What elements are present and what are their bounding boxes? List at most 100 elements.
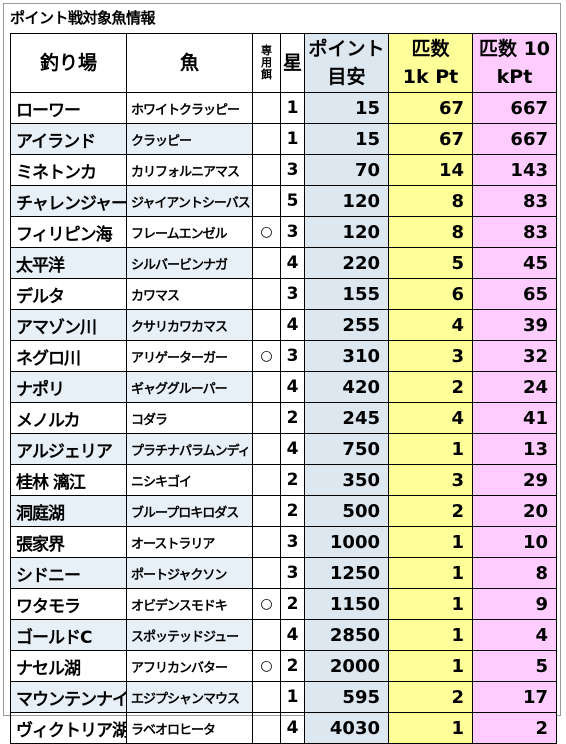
table-row: ナセル湖 アフリカンバター ○ 2 2000 1 5	[10, 650, 557, 682]
cell-count-1k: 6	[388, 278, 473, 310]
cell-count-10k: 8	[472, 557, 557, 589]
cell-fish: ニシキゴイ	[126, 464, 253, 496]
cell-fish: アフリカンバター	[126, 650, 253, 682]
cell-bait	[252, 154, 281, 186]
cell-count-10k: 143	[472, 154, 557, 186]
table-row: 太平洋 シルバービンナガ 4 220 5 45	[10, 247, 557, 279]
cell-fish: プラチナパラムンディ	[126, 433, 253, 465]
header-count-1k-label: 匹数 1k Pt	[402, 38, 459, 88]
header-count-1k: 匹数 1k Pt	[388, 33, 473, 93]
cell-bait	[252, 681, 281, 713]
cell-bait	[252, 495, 281, 527]
cell-point: 120	[304, 185, 389, 217]
cell-fish: ホワイトクラッピー	[126, 92, 253, 124]
cell-fish: アリゲーターガー	[126, 340, 253, 372]
cell-spot: 洞庭湖	[10, 495, 127, 527]
cell-point: 1250	[304, 557, 389, 589]
cell-fish: スポッテッドジュー	[126, 619, 253, 651]
cell-point: 500	[304, 495, 389, 527]
cell-count-10k: 17	[472, 681, 557, 713]
cell-count-1k: 14	[388, 154, 473, 186]
cell-point: 2000	[304, 650, 389, 682]
cell-bait	[252, 464, 281, 496]
cell-star: 2	[280, 402, 305, 434]
cell-count-10k: 45	[472, 247, 557, 279]
cell-bait: ○	[252, 650, 281, 682]
header-count-10k: 匹数 10 kPt	[472, 33, 557, 93]
table-row: 張家界 オーストラリア 3 1000 1 10	[10, 526, 557, 558]
table-row: ワタモラ オビデンスモドキ ○ 2 1150 1 9	[10, 588, 557, 620]
cell-count-10k: 4	[472, 619, 557, 651]
cell-spot: メノルカ	[10, 402, 127, 434]
cell-point: 310	[304, 340, 389, 372]
cell-count-1k: 8	[388, 185, 473, 217]
table-row: ミネトンカ カリフォルニアマス 3 70 14 143	[10, 154, 557, 186]
cell-point: 220	[304, 247, 389, 279]
table-row: シドニー ポートジャクソン 3 1250 1 8	[10, 557, 557, 589]
cell-count-10k: 5	[472, 650, 557, 682]
cell-star: 2	[280, 650, 305, 682]
cell-bait	[252, 557, 281, 589]
cell-star: 1	[280, 92, 305, 124]
cell-star: 5	[280, 185, 305, 217]
cell-star: 3	[280, 278, 305, 310]
table-row: メノルカ コダラ 2 245 4 41	[10, 402, 557, 434]
cell-bait	[252, 123, 281, 155]
cell-point: 245	[304, 402, 389, 434]
cell-spot: フィリピン海	[10, 216, 127, 248]
cell-star: 2	[280, 588, 305, 620]
cell-spot: ゴールドC	[10, 619, 127, 651]
cell-spot: 太平洋	[10, 247, 127, 279]
cell-fish: シルバービンナガ	[126, 247, 253, 279]
cell-count-1k: 2	[388, 681, 473, 713]
cell-bait	[252, 92, 281, 124]
cell-fish: コダラ	[126, 402, 253, 434]
header-bait: 専用餌	[252, 33, 281, 93]
cell-star: 4	[280, 712, 305, 744]
cell-count-1k: 2	[388, 495, 473, 527]
table-row: ローワー ホワイトクラッピー 1 15 67 667	[10, 92, 557, 124]
table-row: アマゾン川 クサリカワカマス 4 255 4 39	[10, 309, 557, 341]
cell-spot: ネグロ川	[10, 340, 127, 372]
cell-bait	[252, 247, 281, 279]
cell-fish: オビデンスモドキ	[126, 588, 253, 620]
cell-fish: オーストラリア	[126, 526, 253, 558]
cell-spot: アルジェリア	[10, 433, 127, 465]
table-row: 桂林 漓江 ニシキゴイ 2 350 3 29	[10, 464, 557, 496]
cell-point: 155	[304, 278, 389, 310]
cell-bait	[252, 185, 281, 217]
cell-fish: ギャググルーパー	[126, 371, 253, 403]
cell-bait	[252, 619, 281, 651]
cell-count-10k: 9	[472, 588, 557, 620]
table-row: チャレンジャー ジャイアントシーバス 5 120 8 83	[10, 185, 557, 217]
cell-point: 420	[304, 371, 389, 403]
cell-bait	[252, 526, 281, 558]
header-point-label: ポイント目安	[308, 38, 385, 88]
cell-point: 1150	[304, 588, 389, 620]
cell-star: 4	[280, 309, 305, 341]
cell-count-1k: 1	[388, 712, 473, 744]
cell-count-10k: 39	[472, 309, 557, 341]
cell-count-1k: 1	[388, 650, 473, 682]
cell-star: 4	[280, 247, 305, 279]
table-row: ネグロ川 アリゲーターガー ○ 3 310 3 32	[10, 340, 557, 372]
cell-star: 1	[280, 681, 305, 713]
cell-spot: ナポリ	[10, 371, 127, 403]
header-point: ポイント目安	[304, 33, 389, 93]
cell-fish: ポートジャクソン	[126, 557, 253, 589]
header-spot: 釣り場	[10, 33, 127, 93]
cell-spot: 張家界	[10, 526, 127, 558]
cell-count-1k: 5	[388, 247, 473, 279]
table-row: ゴールドC スポッテッドジュー 4 2850 1 4	[10, 619, 557, 651]
cell-bait: ○	[252, 588, 281, 620]
cell-count-10k: 667	[472, 92, 557, 124]
header-fish: 魚	[126, 33, 253, 93]
cell-point: 595	[304, 681, 389, 713]
cell-point: 120	[304, 216, 389, 248]
cell-spot: ワタモラ	[10, 588, 127, 620]
cell-star: 1	[280, 123, 305, 155]
cell-spot: シドニー	[10, 557, 127, 589]
header-bait-label: 専用餌	[261, 44, 272, 81]
cell-spot: 桂林 漓江	[10, 464, 127, 496]
table-row: 洞庭湖 ブループロキロダス 2 500 2 20	[10, 495, 557, 527]
